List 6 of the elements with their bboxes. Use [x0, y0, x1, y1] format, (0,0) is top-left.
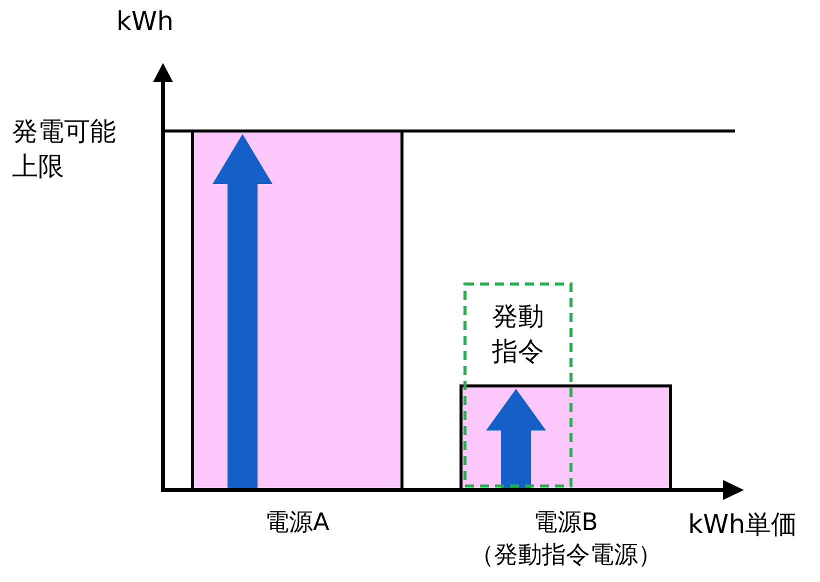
y-axis-title: kWh: [116, 7, 174, 37]
x-tick-label: 電源B（発動指令電源）: [470, 508, 662, 568]
x-axis-title: kWh単価: [688, 510, 798, 540]
x-tick-label: 電源A: [265, 508, 330, 536]
ref-line-label: 発電可能上限: [12, 117, 116, 182]
annotation: 発動指令: [491, 302, 544, 368]
